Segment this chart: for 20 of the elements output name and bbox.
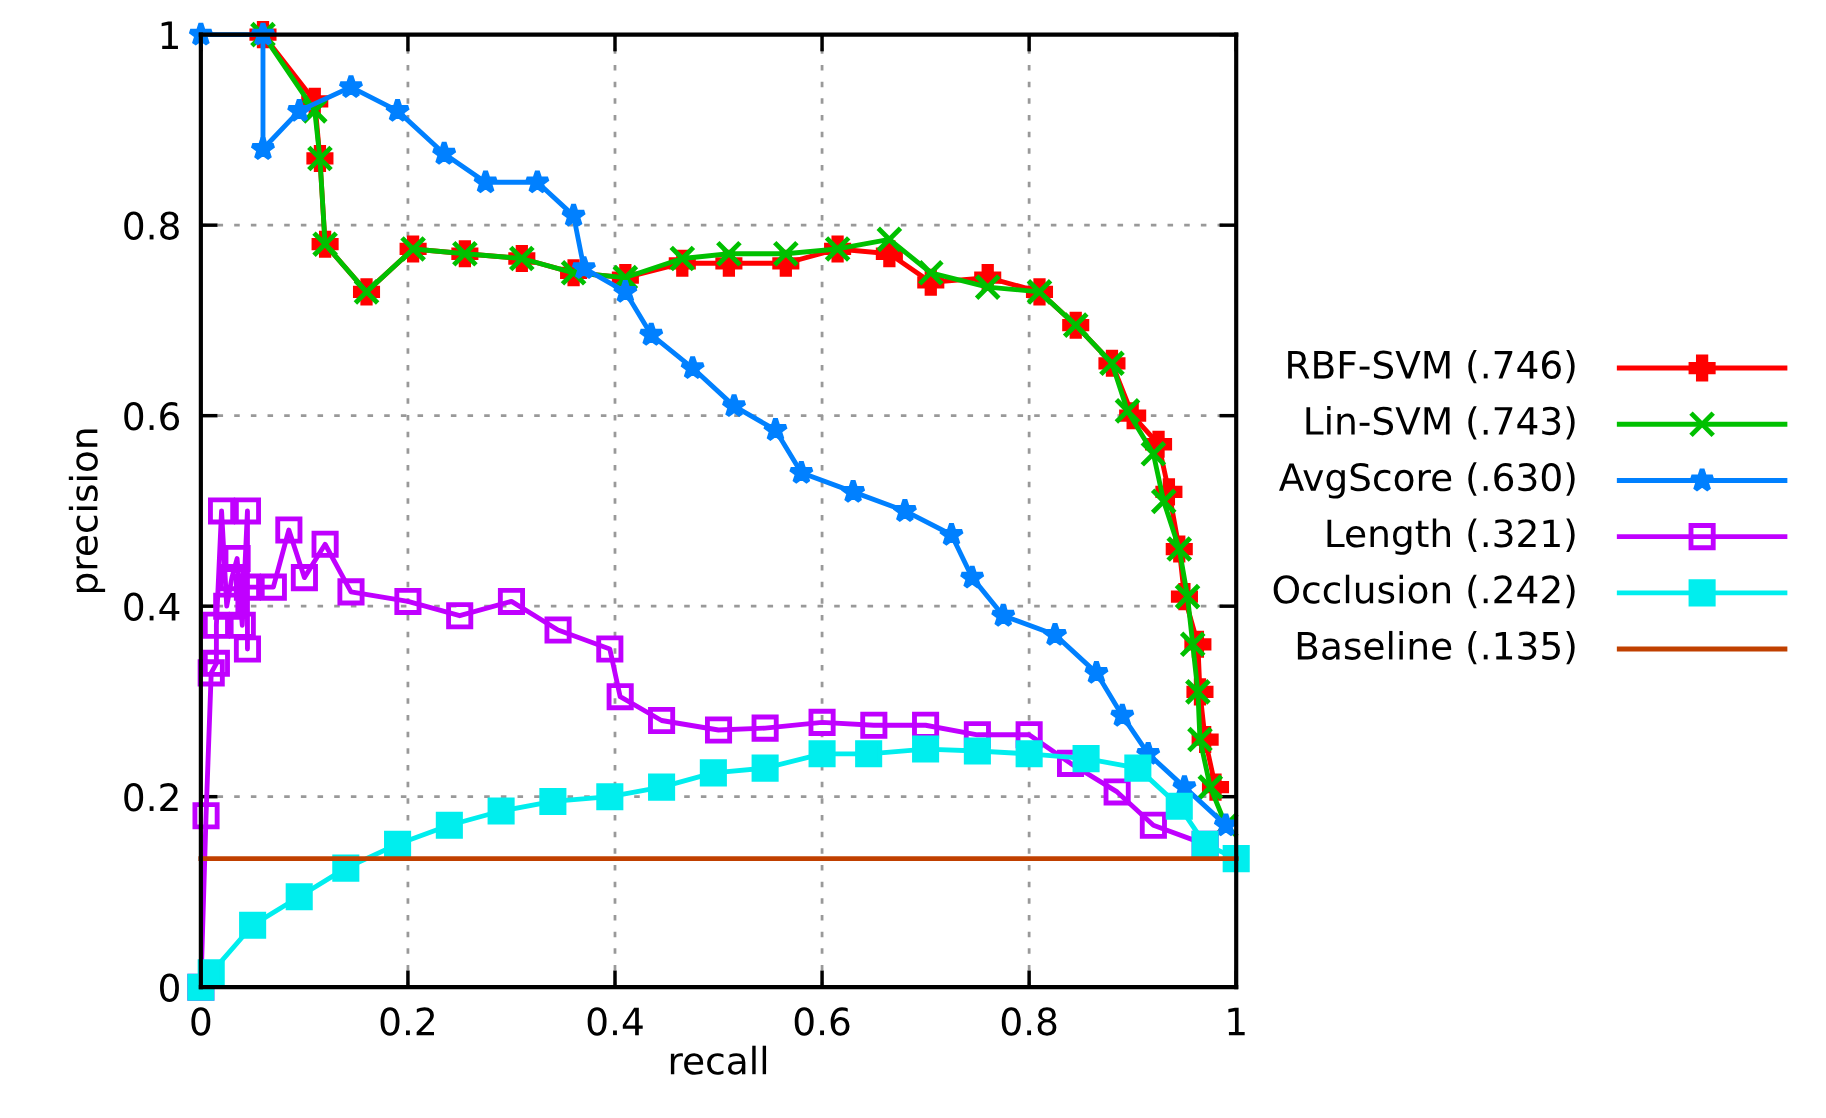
x-axis-title: recall	[670, 1045, 767, 1075]
legend-label: Baseline (.135)	[1297, 630, 1575, 665]
x-tick-label: 0.4	[587, 1007, 643, 1036]
x-tick-label: 0.8	[1001, 1007, 1057, 1036]
legend-label: Length (.321)	[1327, 518, 1575, 555]
y-tick-label: 0	[160, 973, 179, 1002]
x-tick-label: 0.2	[380, 1007, 434, 1036]
legend-label: RBF-SVM (.746)	[1288, 349, 1575, 384]
y-tick-label: 0.6	[124, 402, 180, 431]
y-tick-label: 0.2	[124, 783, 178, 812]
y-tick-label: 1	[161, 21, 178, 49]
x-tick-label: 1	[1228, 1007, 1245, 1036]
y-axis-title: precision	[68, 429, 106, 593]
legend-label: Lin-SVM (.743)	[1306, 406, 1575, 440]
legend-label: Occlusion (.242)	[1273, 574, 1575, 609]
y-tick-label: 0.4	[124, 592, 180, 621]
legend-label: AvgScore (.630)	[1279, 462, 1575, 499]
x-tick-label: 0.6	[794, 1007, 850, 1036]
x-tick-label: 0	[191, 1007, 211, 1036]
y-tick-label: 0.8	[124, 211, 179, 240]
